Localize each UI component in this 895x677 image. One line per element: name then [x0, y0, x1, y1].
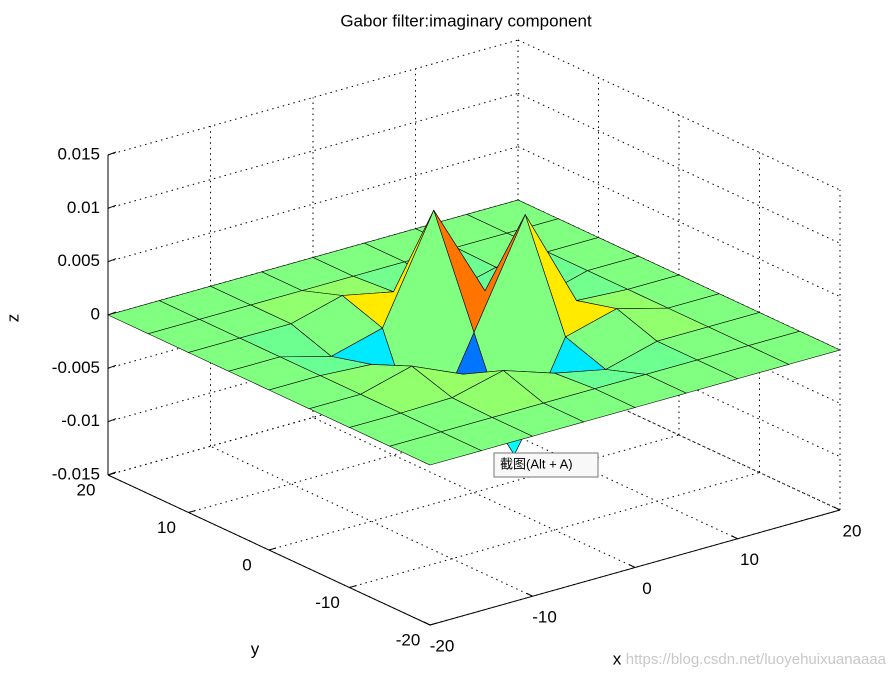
plot-area: -0.015 -0.01 -0.005 0 0.005 0.01 0.015 -20 -10 0 1…: [52, 39, 862, 655]
z-tick: [107, 204, 117, 209]
watermark: https://blog.csdn.net/luoyehuixuanaaaa: [626, 651, 887, 668]
x-tick-label: -10: [532, 608, 557, 627]
x-tick-label: -20: [430, 636, 455, 655]
grid-line: [210, 445, 533, 597]
x-tick: [833, 506, 841, 511]
z-tick: [107, 418, 117, 423]
y-tick: [349, 585, 357, 588]
y-tick-label: 10: [157, 518, 176, 537]
tooltip-text: 截图(Alt + A): [500, 456, 573, 471]
z-axis-label: z: [3, 314, 22, 323]
z-tick-label: 0.015: [57, 144, 100, 163]
x-tick: [526, 592, 533, 597]
z-tick-label: -0.005: [52, 358, 100, 377]
y-axis-label: y: [251, 639, 260, 658]
x-tick-label: 0: [642, 579, 651, 598]
y-tick-label: 0: [242, 555, 251, 574]
y-tick: [429, 622, 438, 626]
y-tick-label: -20: [396, 630, 421, 649]
z-tick: [107, 151, 117, 156]
y-tick-label: 20: [77, 480, 96, 499]
z-tick-label: -0.015: [52, 464, 100, 483]
tooltip-box: [493, 452, 599, 478]
tooltip: 截图(Alt + A): [493, 452, 599, 478]
x-tick-label: 10: [740, 550, 759, 569]
z-tick-label: 0.005: [57, 251, 100, 270]
z-tick-label: 0: [91, 304, 100, 323]
x-tick: [628, 564, 636, 568]
y-tick: [188, 510, 196, 513]
z-tick-label: -0.01: [61, 411, 100, 430]
chart-title: Gabor filter:imaginary component: [340, 11, 592, 30]
x-tick: [731, 535, 738, 540]
y-tick-label: -10: [315, 593, 340, 612]
z-tick-label: 0.01: [67, 198, 100, 217]
y-tick: [268, 547, 277, 551]
y-tick: [107, 472, 116, 476]
x-tick-label: 20: [843, 521, 862, 540]
surface-patch: [388, 431, 483, 466]
z-tick: [107, 258, 117, 263]
x-axis-label: x: [613, 649, 622, 668]
z-tick: [107, 364, 117, 369]
x-tick: [423, 621, 431, 626]
